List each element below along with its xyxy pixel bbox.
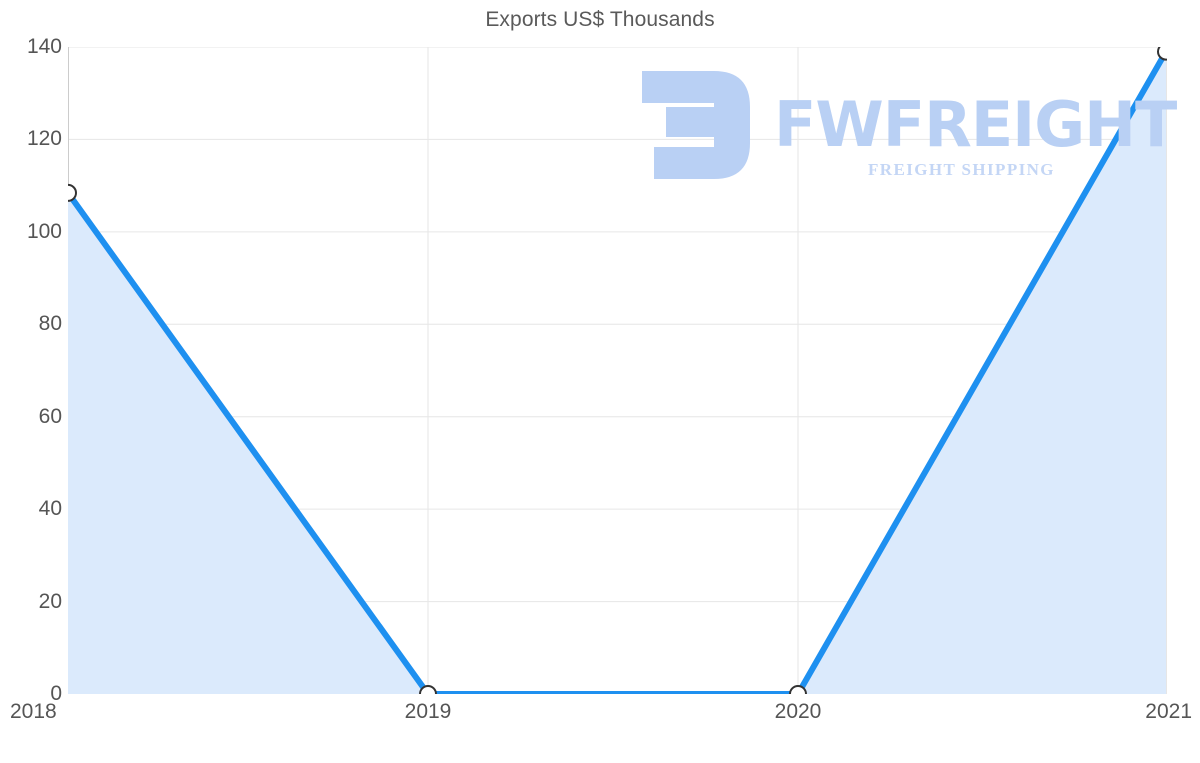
y-tick-label-120: 120 <box>26 127 62 150</box>
chart-svg <box>59 42 1175 703</box>
area-fill <box>68 51 1166 695</box>
chart-title: Exports US$ Thousands <box>485 8 715 31</box>
y-tick-label-20: 20 <box>38 590 62 613</box>
y-tick-label-40: 40 <box>38 497 62 520</box>
y-tick-label-0: 0 <box>50 682 62 705</box>
plot-area <box>59 42 1175 703</box>
y-tick-label-80: 80 <box>38 312 62 335</box>
data-point-2018[interactable] <box>59 183 77 202</box>
y-tick-label-140: 140 <box>26 35 62 58</box>
data-point-2020[interactable] <box>789 685 807 703</box>
data-point-2019[interactable] <box>419 685 437 703</box>
x-tick-label-2021: 2021 <box>1145 700 1192 723</box>
y-tick-label-100: 100 <box>26 220 62 243</box>
x-tick-label-2020: 2020 <box>774 700 822 723</box>
x-tick-label-2019: 2019 <box>404 700 452 723</box>
x-tick-label-2018: 2018 <box>10 700 57 723</box>
y-tick-label-60: 60 <box>38 405 62 428</box>
